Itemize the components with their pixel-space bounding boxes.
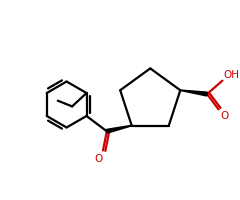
Text: O: O — [221, 111, 229, 121]
Polygon shape — [180, 90, 207, 96]
Text: O: O — [94, 154, 102, 164]
Polygon shape — [106, 125, 132, 133]
Text: OH: OH — [223, 70, 239, 80]
